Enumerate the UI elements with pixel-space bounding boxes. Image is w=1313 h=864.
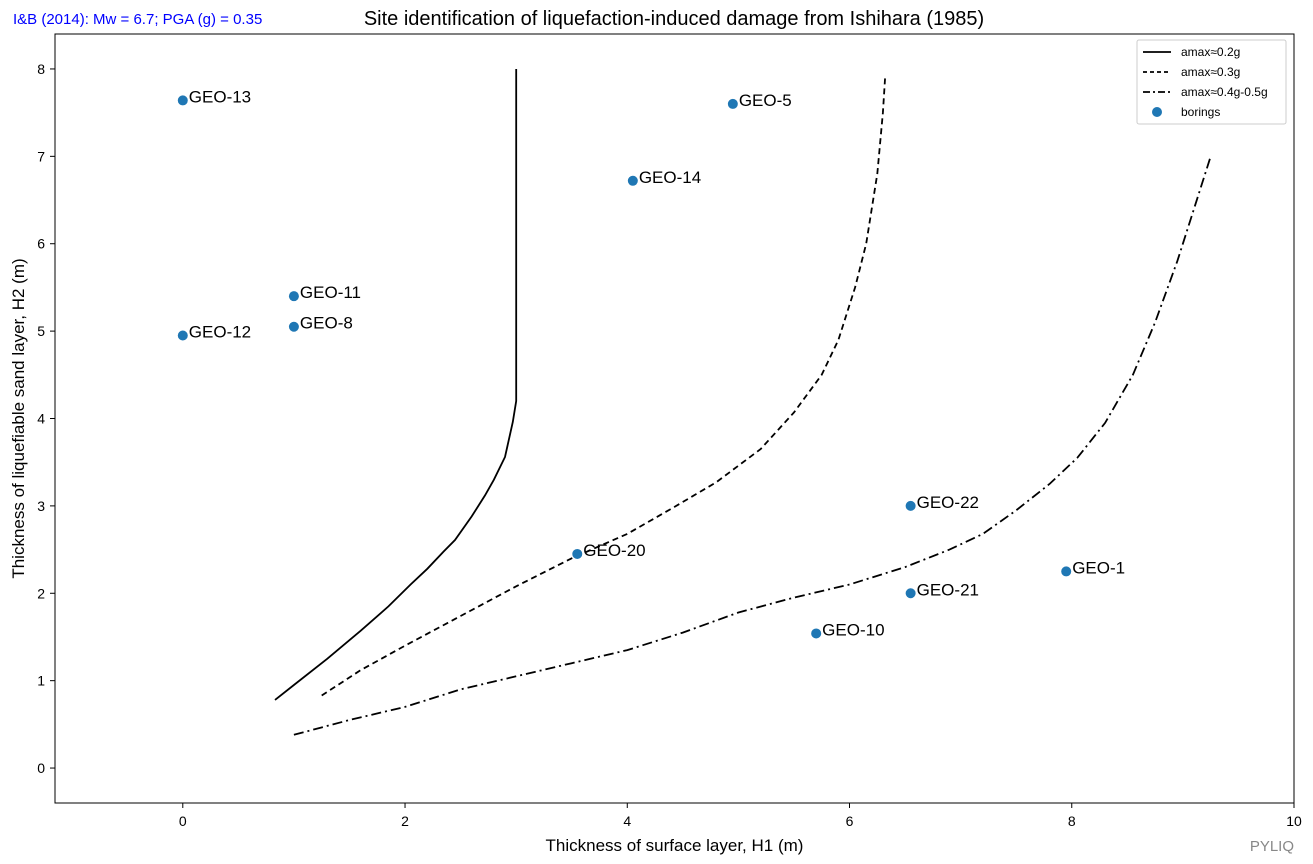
- boring-label: GEO-10: [822, 620, 884, 639]
- legend-label: amax≈0.4g-0.5g: [1181, 85, 1268, 99]
- boring-label: GEO-11: [300, 283, 361, 302]
- boring-point: [177, 330, 188, 341]
- chart-title: Site identification of liquefaction-indu…: [364, 8, 984, 30]
- y-tick-label: 1: [37, 673, 45, 689]
- boring-label: GEO-22: [917, 493, 979, 512]
- boring-point: [288, 291, 299, 302]
- y-tick-label: 8: [37, 61, 45, 77]
- axes: 0 2 4 6 8 10 0 1 2 3 4 5 6 7 8: [37, 61, 1302, 829]
- y-tick-label: 0: [37, 760, 45, 776]
- borings-layer: GEO-13 GEO-5 GEO-14 GEO-11 GEO-8 GEO-12 GEO-22…: [177, 87, 1125, 639]
- boring-point: [288, 321, 299, 332]
- x-tick-label: 0: [179, 813, 187, 829]
- chart-subtitle: I&B (2014): Mw = 6.7; PGA (g) = 0.35: [13, 11, 262, 28]
- boring-label: GEO-5: [739, 91, 792, 110]
- x-tick-label: 4: [623, 813, 631, 829]
- boring-point: [727, 98, 738, 109]
- legend-label: amax≈0.3g: [1181, 65, 1240, 79]
- plot-frame: [54, 33, 1295, 804]
- y-tick-label: 2: [37, 585, 45, 601]
- y-axis-label: Thickness of liquefiable sand layer, H2 …: [9, 258, 28, 578]
- boring-point: [572, 548, 583, 559]
- boring-point: [811, 628, 822, 639]
- y-tick-label: 7: [37, 148, 45, 164]
- legend-label: borings: [1181, 105, 1220, 119]
- y-tick-label: 6: [37, 236, 45, 252]
- series-line-solid: [274, 69, 518, 701]
- boring-label: GEO-1: [1072, 558, 1125, 577]
- legend-marker: [1152, 107, 1162, 117]
- boring-label: GEO-21: [917, 580, 979, 599]
- y-tick-label: 5: [37, 323, 45, 339]
- boring-point: [177, 95, 188, 106]
- boring-label: GEO-20: [583, 541, 645, 560]
- series-line-dashdot: [293, 156, 1212, 736]
- boring-point: [905, 500, 916, 511]
- y-tick-label: 3: [37, 498, 45, 514]
- boring-label: GEO-13: [189, 87, 251, 106]
- legend-label: amax≈0.2g: [1181, 45, 1240, 59]
- legend-box: [1136, 39, 1287, 125]
- boring-point: [627, 175, 638, 186]
- series-line-dashed: [321, 77, 886, 697]
- boring-point: [905, 588, 916, 599]
- x-tick-label: 8: [1068, 813, 1076, 829]
- boring-label: GEO-8: [300, 314, 353, 333]
- watermark: PYLIQ: [1250, 838, 1294, 855]
- x-tick-label: 2: [401, 813, 409, 829]
- series-layer: [274, 69, 1212, 736]
- boring-label: GEO-12: [189, 322, 251, 341]
- x-axis-label: Thickness of surface layer, H1 (m): [546, 836, 804, 855]
- y-tick-label: 4: [37, 411, 45, 427]
- legend: amax≈0.2g amax≈0.3g amax≈0.4g-0.5g borings: [1136, 39, 1287, 125]
- x-tick-label: 10: [1286, 813, 1302, 829]
- boring-label: GEO-14: [639, 168, 701, 187]
- boring-point: [1061, 566, 1072, 577]
- x-tick-label: 6: [846, 813, 854, 829]
